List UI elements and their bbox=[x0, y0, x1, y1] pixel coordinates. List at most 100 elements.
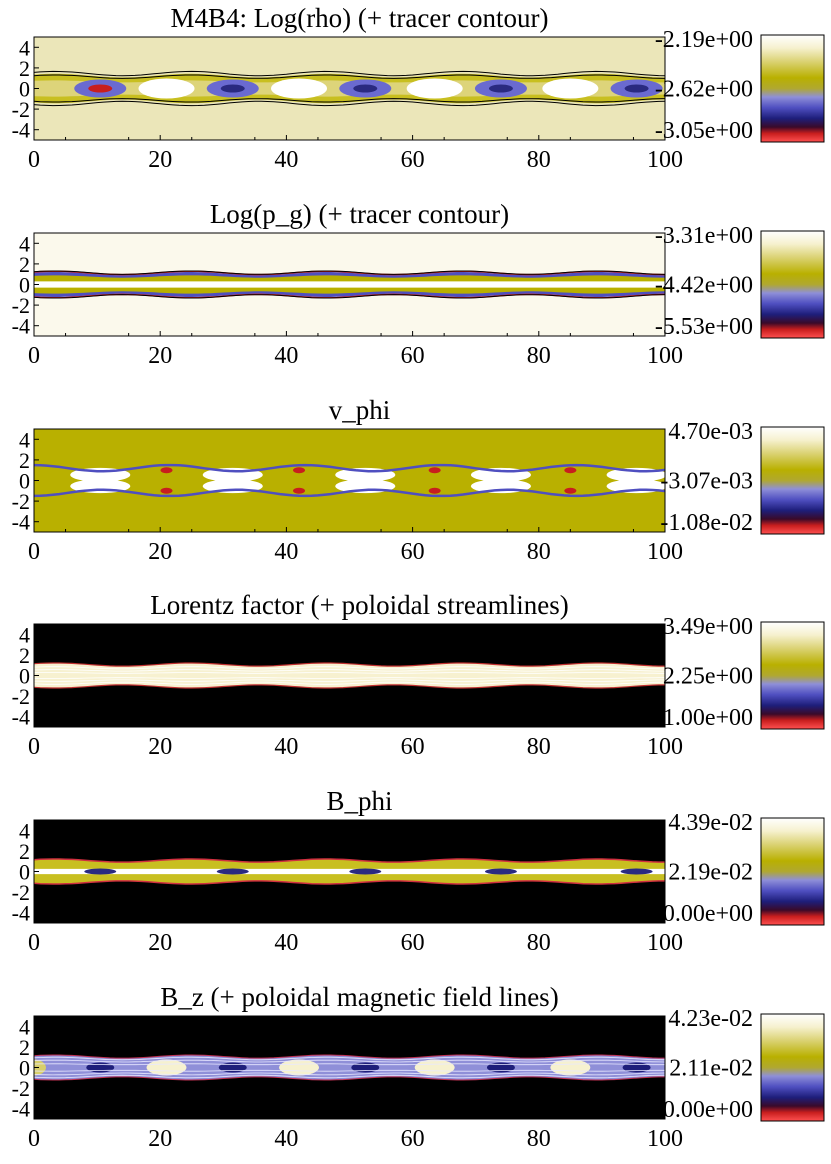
axis-knot bbox=[620, 868, 653, 875]
field-line bbox=[34, 1063, 665, 1066]
y-tick-label: -4 bbox=[12, 1097, 30, 1122]
red-spot bbox=[564, 467, 577, 474]
knot-core bbox=[353, 84, 378, 93]
y-tick-label: -4 bbox=[12, 314, 30, 339]
tracer-contour bbox=[34, 98, 665, 103]
colorbar-label: 3.49e+00 bbox=[663, 614, 753, 640]
panel-title: B_phi bbox=[326, 786, 392, 816]
x-tick-label: 20 bbox=[148, 539, 172, 565]
red-spot bbox=[428, 487, 441, 494]
colorbar bbox=[760, 34, 825, 143]
knot-core bbox=[488, 84, 513, 93]
y-tick-label: -2 bbox=[12, 489, 30, 514]
y-tick-label: -2 bbox=[12, 97, 30, 122]
colorbar-label: 2.25e+00 bbox=[663, 664, 753, 690]
y-tick-label: 0 bbox=[19, 77, 30, 102]
x-tick-label: 60 bbox=[401, 343, 425, 369]
tracer-contour bbox=[34, 100, 665, 107]
x-tick-label: 60 bbox=[401, 930, 425, 956]
y-tick-label: 2 bbox=[19, 56, 30, 81]
jet-band bbox=[34, 663, 665, 688]
colorbar-label: 0.00e+00 bbox=[663, 1097, 753, 1123]
tracer-contour bbox=[34, 74, 665, 79]
axis-knot bbox=[484, 868, 517, 875]
y-tick-label: 2 bbox=[19, 643, 30, 668]
tracer-contour bbox=[34, 70, 665, 77]
knot-core bbox=[220, 84, 245, 93]
heatmap-area bbox=[34, 429, 665, 532]
y-tick-label: 4 bbox=[19, 427, 30, 452]
streamline bbox=[34, 666, 665, 670]
panel-title: v_phi bbox=[329, 395, 391, 425]
x-tick-label: 100 bbox=[647, 343, 683, 369]
x-tick-label: 0 bbox=[28, 930, 40, 956]
panel-6: B_z (+ poloidal magnetic field lines) 0 2 0… bbox=[12, 982, 825, 1152]
red-spot bbox=[293, 467, 306, 474]
x-tick-label: 0 bbox=[28, 343, 40, 369]
x-tick-label: 40 bbox=[274, 930, 298, 956]
edge-line bbox=[34, 880, 665, 885]
y-tick-label: 4 bbox=[19, 818, 30, 843]
y-tick-label: 2 bbox=[19, 839, 30, 864]
x-tick-label: 0 bbox=[28, 147, 40, 173]
knot-white bbox=[146, 1059, 187, 1076]
heatmap-area bbox=[34, 1016, 665, 1119]
colorbar bbox=[760, 426, 825, 535]
panel-title: B_z (+ poloidal magnetic field lines) bbox=[160, 982, 558, 1012]
y-tick-label: 0 bbox=[19, 664, 30, 689]
y-tick-label: 0 bbox=[19, 1056, 30, 1081]
tracer-contour bbox=[34, 294, 665, 299]
x-tick-label: 100 bbox=[647, 930, 683, 956]
y-tick-label: -2 bbox=[12, 684, 30, 709]
y-tick-label: -4 bbox=[12, 510, 30, 535]
red-spot bbox=[564, 487, 577, 494]
colorbar-label: -4.42e+00 bbox=[655, 273, 753, 299]
y-tick-label: 0 bbox=[19, 860, 30, 885]
colorbar bbox=[760, 230, 825, 339]
streamline bbox=[34, 669, 665, 672]
x-tick-label: 100 bbox=[647, 1126, 683, 1152]
tracer-contour bbox=[34, 270, 665, 275]
field-line bbox=[34, 1056, 665, 1061]
colorbar bbox=[760, 1013, 825, 1122]
x-tick-label: 20 bbox=[148, 147, 172, 173]
x-tick-label: 60 bbox=[401, 734, 425, 760]
colorbar-label: 2.11e-02 bbox=[669, 1056, 753, 1082]
field-line bbox=[34, 1072, 665, 1076]
red-spot bbox=[293, 487, 306, 494]
y-tick-label: -4 bbox=[12, 118, 30, 143]
field-line bbox=[34, 1074, 665, 1079]
edge-line bbox=[34, 1076, 665, 1081]
streamline bbox=[34, 681, 665, 685]
red-spot bbox=[428, 467, 441, 474]
x-tick-label: 60 bbox=[401, 539, 425, 565]
colorbar-label: -2.62e+00 bbox=[655, 77, 753, 103]
x-tick-label: 20 bbox=[148, 734, 172, 760]
heatmap-area bbox=[34, 624, 665, 727]
axis-knot bbox=[622, 1062, 651, 1073]
y-tick-label: 4 bbox=[19, 622, 30, 647]
x-tick-label: 100 bbox=[647, 539, 683, 565]
x-tick-label: 80 bbox=[527, 930, 551, 956]
x-tick-label: 60 bbox=[401, 1126, 425, 1152]
x-tick-label: 80 bbox=[527, 1126, 551, 1152]
x-tick-label: 40 bbox=[274, 734, 298, 760]
x-tick-label: 40 bbox=[274, 1126, 298, 1152]
knot-white bbox=[550, 1059, 591, 1076]
colorbar-label: 0.00e+00 bbox=[663, 901, 753, 927]
x-tick-label: 40 bbox=[274, 539, 298, 565]
shear-line bbox=[34, 463, 665, 473]
y-tick-label: 2 bbox=[19, 252, 30, 277]
axis-knot bbox=[349, 868, 382, 875]
axis-knot bbox=[218, 1062, 247, 1073]
y-tick-label: 2 bbox=[19, 1035, 30, 1060]
colorbar-label: -3.05e+00 bbox=[655, 118, 753, 144]
x-tick-label: 20 bbox=[148, 343, 172, 369]
colorbar-label: -3.07e-03 bbox=[660, 469, 753, 495]
colorbar-label: 4.70e-03 bbox=[668, 419, 753, 445]
y-tick-label: -4 bbox=[12, 705, 30, 730]
y-tick-label: 4 bbox=[19, 231, 30, 256]
